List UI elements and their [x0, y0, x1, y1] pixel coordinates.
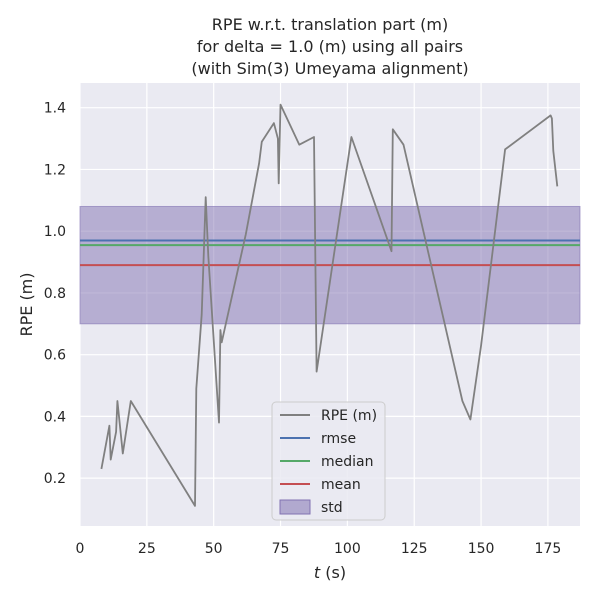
x-tick-label: 175 [535, 541, 562, 557]
legend-label: rmse [321, 431, 356, 447]
series-layer [100, 103, 559, 507]
legend-label: median [321, 454, 373, 470]
x-tick-label: 25 [138, 541, 156, 557]
legend: RPE (m) rmse median mean std [271, 401, 386, 521]
y-tick-label: 0.4 [44, 409, 66, 425]
y-tick-label: 0.6 [44, 348, 66, 364]
legend-swatch-std [279, 499, 311, 515]
y-tick-label: 1.2 [44, 162, 66, 178]
x-tick-label: 125 [401, 541, 428, 557]
x-axis-label-unit: (s) [320, 563, 346, 582]
chart-title: RPE w.r.t. translation part (m) for delt… [191, 15, 468, 78]
y-tick-label: 0.8 [44, 286, 66, 302]
y-tick-label: 0.2 [44, 471, 66, 487]
x-tick-label: 50 [205, 541, 223, 557]
x-tick-label: 75 [272, 541, 290, 557]
x-axis-label-var: t [314, 563, 321, 582]
y-axis-label: RPE (m) [17, 272, 36, 336]
legend-frame [271, 401, 386, 521]
x-tick-label: 0 [76, 541, 85, 557]
legend-label: mean [321, 477, 361, 493]
y-axis-ticks: 0.2 0.4 0.6 0.8 1.0 1.2 1.4 [44, 101, 66, 487]
stat-lines-layer [80, 239, 580, 267]
x-axis-label: t (s) [314, 563, 346, 582]
y-tick-label: 1.4 [44, 101, 66, 117]
y-tick-label: 1.0 [44, 224, 66, 240]
rpe-series-line [100, 103, 559, 507]
x-axis-ticks: 0 25 50 75 100 125 150 175 [76, 541, 562, 557]
chart-title-line-3: (with Sim(3) Umeyama alignment) [191, 59, 468, 78]
x-tick-label: 100 [334, 541, 361, 557]
legend-label: std [321, 500, 343, 516]
chart-title-line-2: for delta = 1.0 (m) using all pairs [197, 37, 463, 56]
chart-title-line-1: RPE w.r.t. translation part (m) [212, 15, 448, 34]
x-tick-label: 150 [468, 541, 495, 557]
legend-label: RPE (m) [321, 408, 377, 424]
